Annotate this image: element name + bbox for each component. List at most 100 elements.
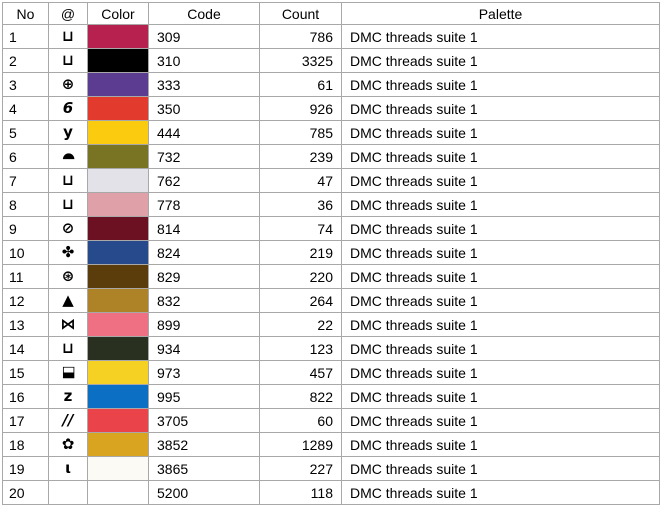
palette-cell: DMC threads suite 1 (341, 144, 660, 169)
thread-row[interactable]: 13 ⋈ 899 22 DMC threads suite 1 (2, 312, 660, 337)
thread-row[interactable]: 15 ◧ 973 457 DMC threads suite 1 (2, 360, 660, 385)
code-cell: 5200 (148, 480, 260, 505)
palette-cell: DMC threads suite 1 (341, 336, 660, 361)
circled-slash-icon: ⊘ (61, 219, 75, 237)
square-cup-icon: ⊔ (62, 171, 74, 189)
row-number-cell: 16 (2, 384, 49, 409)
code-cell: 814 (148, 216, 260, 241)
row-number-cell: 12 (2, 288, 49, 313)
thread-row[interactable]: 5 y 444 785 DMC threads suite 1 (2, 120, 660, 145)
palette-cell: DMC threads suite 1 (341, 312, 660, 337)
symbol-cell: z (48, 384, 88, 409)
symbol-cell: y (48, 120, 88, 145)
count-cell: 22 (259, 312, 342, 337)
code-cell: 824 (148, 240, 260, 265)
row-number-cell: 17 (2, 408, 49, 433)
header-count: Count (259, 2, 342, 25)
thread-row[interactable]: 16 z 995 822 DMC threads suite 1 (2, 384, 660, 409)
count-cell: 822 (259, 384, 342, 409)
palette-cell: DMC threads suite 1 (341, 456, 660, 481)
symbol-cell: 6 (48, 96, 88, 121)
symbol-cell: ⊔ (48, 24, 88, 49)
count-cell: 118 (259, 480, 342, 505)
thread-row[interactable]: 1 ⊔ 309 786 DMC threads suite 1 (2, 24, 660, 49)
code-cell: 973 (148, 360, 260, 385)
thread-row[interactable]: 19 ι 3865 227 DMC threads suite 1 (2, 456, 660, 481)
header-palette: Palette (341, 2, 660, 25)
code-cell: 934 (148, 336, 260, 361)
header-color: Color (87, 2, 149, 25)
half-filled-square-icon: ◧ (58, 365, 77, 380)
count-cell: 74 (259, 216, 342, 241)
thread-rows: 1 ⊔ 309 786 DMC threads suite 1 2 ⊔ 310 3325 DMC … (2, 24, 660, 505)
color-swatch (87, 288, 149, 313)
row-number-cell: 4 (2, 96, 49, 121)
thread-row[interactable]: 4 6 350 926 DMC threads suite 1 (2, 96, 660, 121)
code-cell: 3852 (148, 432, 260, 457)
symbol-cell: ⊔ (48, 192, 88, 217)
square-cup-icon: ⊔ (62, 339, 74, 357)
code-cell: 829 (148, 264, 260, 289)
thread-row[interactable]: 8 ⊔ 778 36 DMC threads suite 1 (2, 192, 660, 217)
color-swatch (87, 360, 149, 385)
header-row: No @ Color Code Count Palette (2, 2, 660, 25)
code-cell: 309 (148, 24, 260, 49)
count-cell: 60 (259, 408, 342, 433)
symbol-cell: ι (48, 456, 88, 481)
count-cell: 220 (259, 264, 342, 289)
symbol-cell: ⊛ (48, 264, 88, 289)
count-cell: 926 (259, 96, 342, 121)
palette-cell: DMC threads suite 1 (341, 264, 660, 289)
color-swatch (87, 408, 149, 433)
header-no: No (2, 2, 49, 25)
count-cell: 47 (259, 168, 342, 193)
palette-cell: DMC threads suite 1 (341, 48, 660, 73)
palette-cell: DMC threads suite 1 (341, 120, 660, 145)
black-florette-icon: ✿ (61, 435, 75, 453)
count-cell: 457 (259, 360, 342, 385)
thread-row[interactable]: 17 // 3705 60 DMC threads suite 1 (2, 408, 660, 433)
bowtie-icon: ⋈ (60, 315, 76, 333)
thread-row[interactable]: 14 ⊔ 934 123 DMC threads suite 1 (2, 336, 660, 361)
thread-row[interactable]: 3 ⊕ 333 61 DMC threads suite 1 (2, 72, 660, 97)
thread-row[interactable]: 10 ✤ 824 219 DMC threads suite 1 (2, 240, 660, 265)
color-swatch (87, 144, 149, 169)
color-swatch (87, 96, 149, 121)
color-swatch (87, 24, 149, 49)
code-cell: 310 (148, 48, 260, 73)
row-number-cell: 6 (2, 144, 49, 169)
thread-row[interactable]: 20 5200 118 DMC threads suite 1 (2, 480, 660, 505)
row-number-cell: 19 (2, 456, 49, 481)
count-cell: 264 (259, 288, 342, 313)
thread-row[interactable]: 18 ✿ 3852 1289 DMC threads suite 1 (2, 432, 660, 457)
thread-row[interactable]: 12 ▲ 832 264 DMC threads suite 1 (2, 288, 660, 313)
circled-flower-icon: ⊛ (61, 267, 75, 285)
square-cup-icon: ⊔ (62, 27, 74, 45)
square-cup-icon: ⊔ (62, 195, 74, 213)
color-swatch (87, 264, 149, 289)
color-swatch (87, 336, 149, 361)
palette-cell: DMC threads suite 1 (341, 216, 660, 241)
row-number-cell: 13 (2, 312, 49, 337)
symbol-cell: // (48, 408, 88, 433)
color-swatch (87, 432, 149, 457)
letter-y-icon: y (63, 123, 73, 141)
code-cell: 778 (148, 192, 260, 217)
quatrefoil-clover-icon: ✤ (61, 243, 75, 261)
thread-row[interactable]: 7 ⊔ 762 47 DMC threads suite 1 (2, 168, 660, 193)
row-number-cell: 3 (2, 72, 49, 97)
row-number-cell: 5 (2, 120, 49, 145)
palette-cell: DMC threads suite 1 (341, 360, 660, 385)
thread-row[interactable]: 6 ◗ 732 239 DMC threads suite 1 (2, 144, 660, 169)
thread-row[interactable]: 9 ⊘ 814 74 DMC threads suite 1 (2, 216, 660, 241)
row-number-cell: 1 (2, 24, 49, 49)
palette-cell: DMC threads suite 1 (341, 192, 660, 217)
color-swatch (87, 120, 149, 145)
row-number-cell: 2 (2, 48, 49, 73)
symbol-cell: ✤ (48, 240, 88, 265)
thread-row[interactable]: 2 ⊔ 310 3325 DMC threads suite 1 (2, 48, 660, 73)
color-swatch (87, 72, 149, 97)
thread-row[interactable]: 11 ⊛ 829 220 DMC threads suite 1 (2, 264, 660, 289)
circled-plus-icon: ⊕ (61, 75, 75, 93)
